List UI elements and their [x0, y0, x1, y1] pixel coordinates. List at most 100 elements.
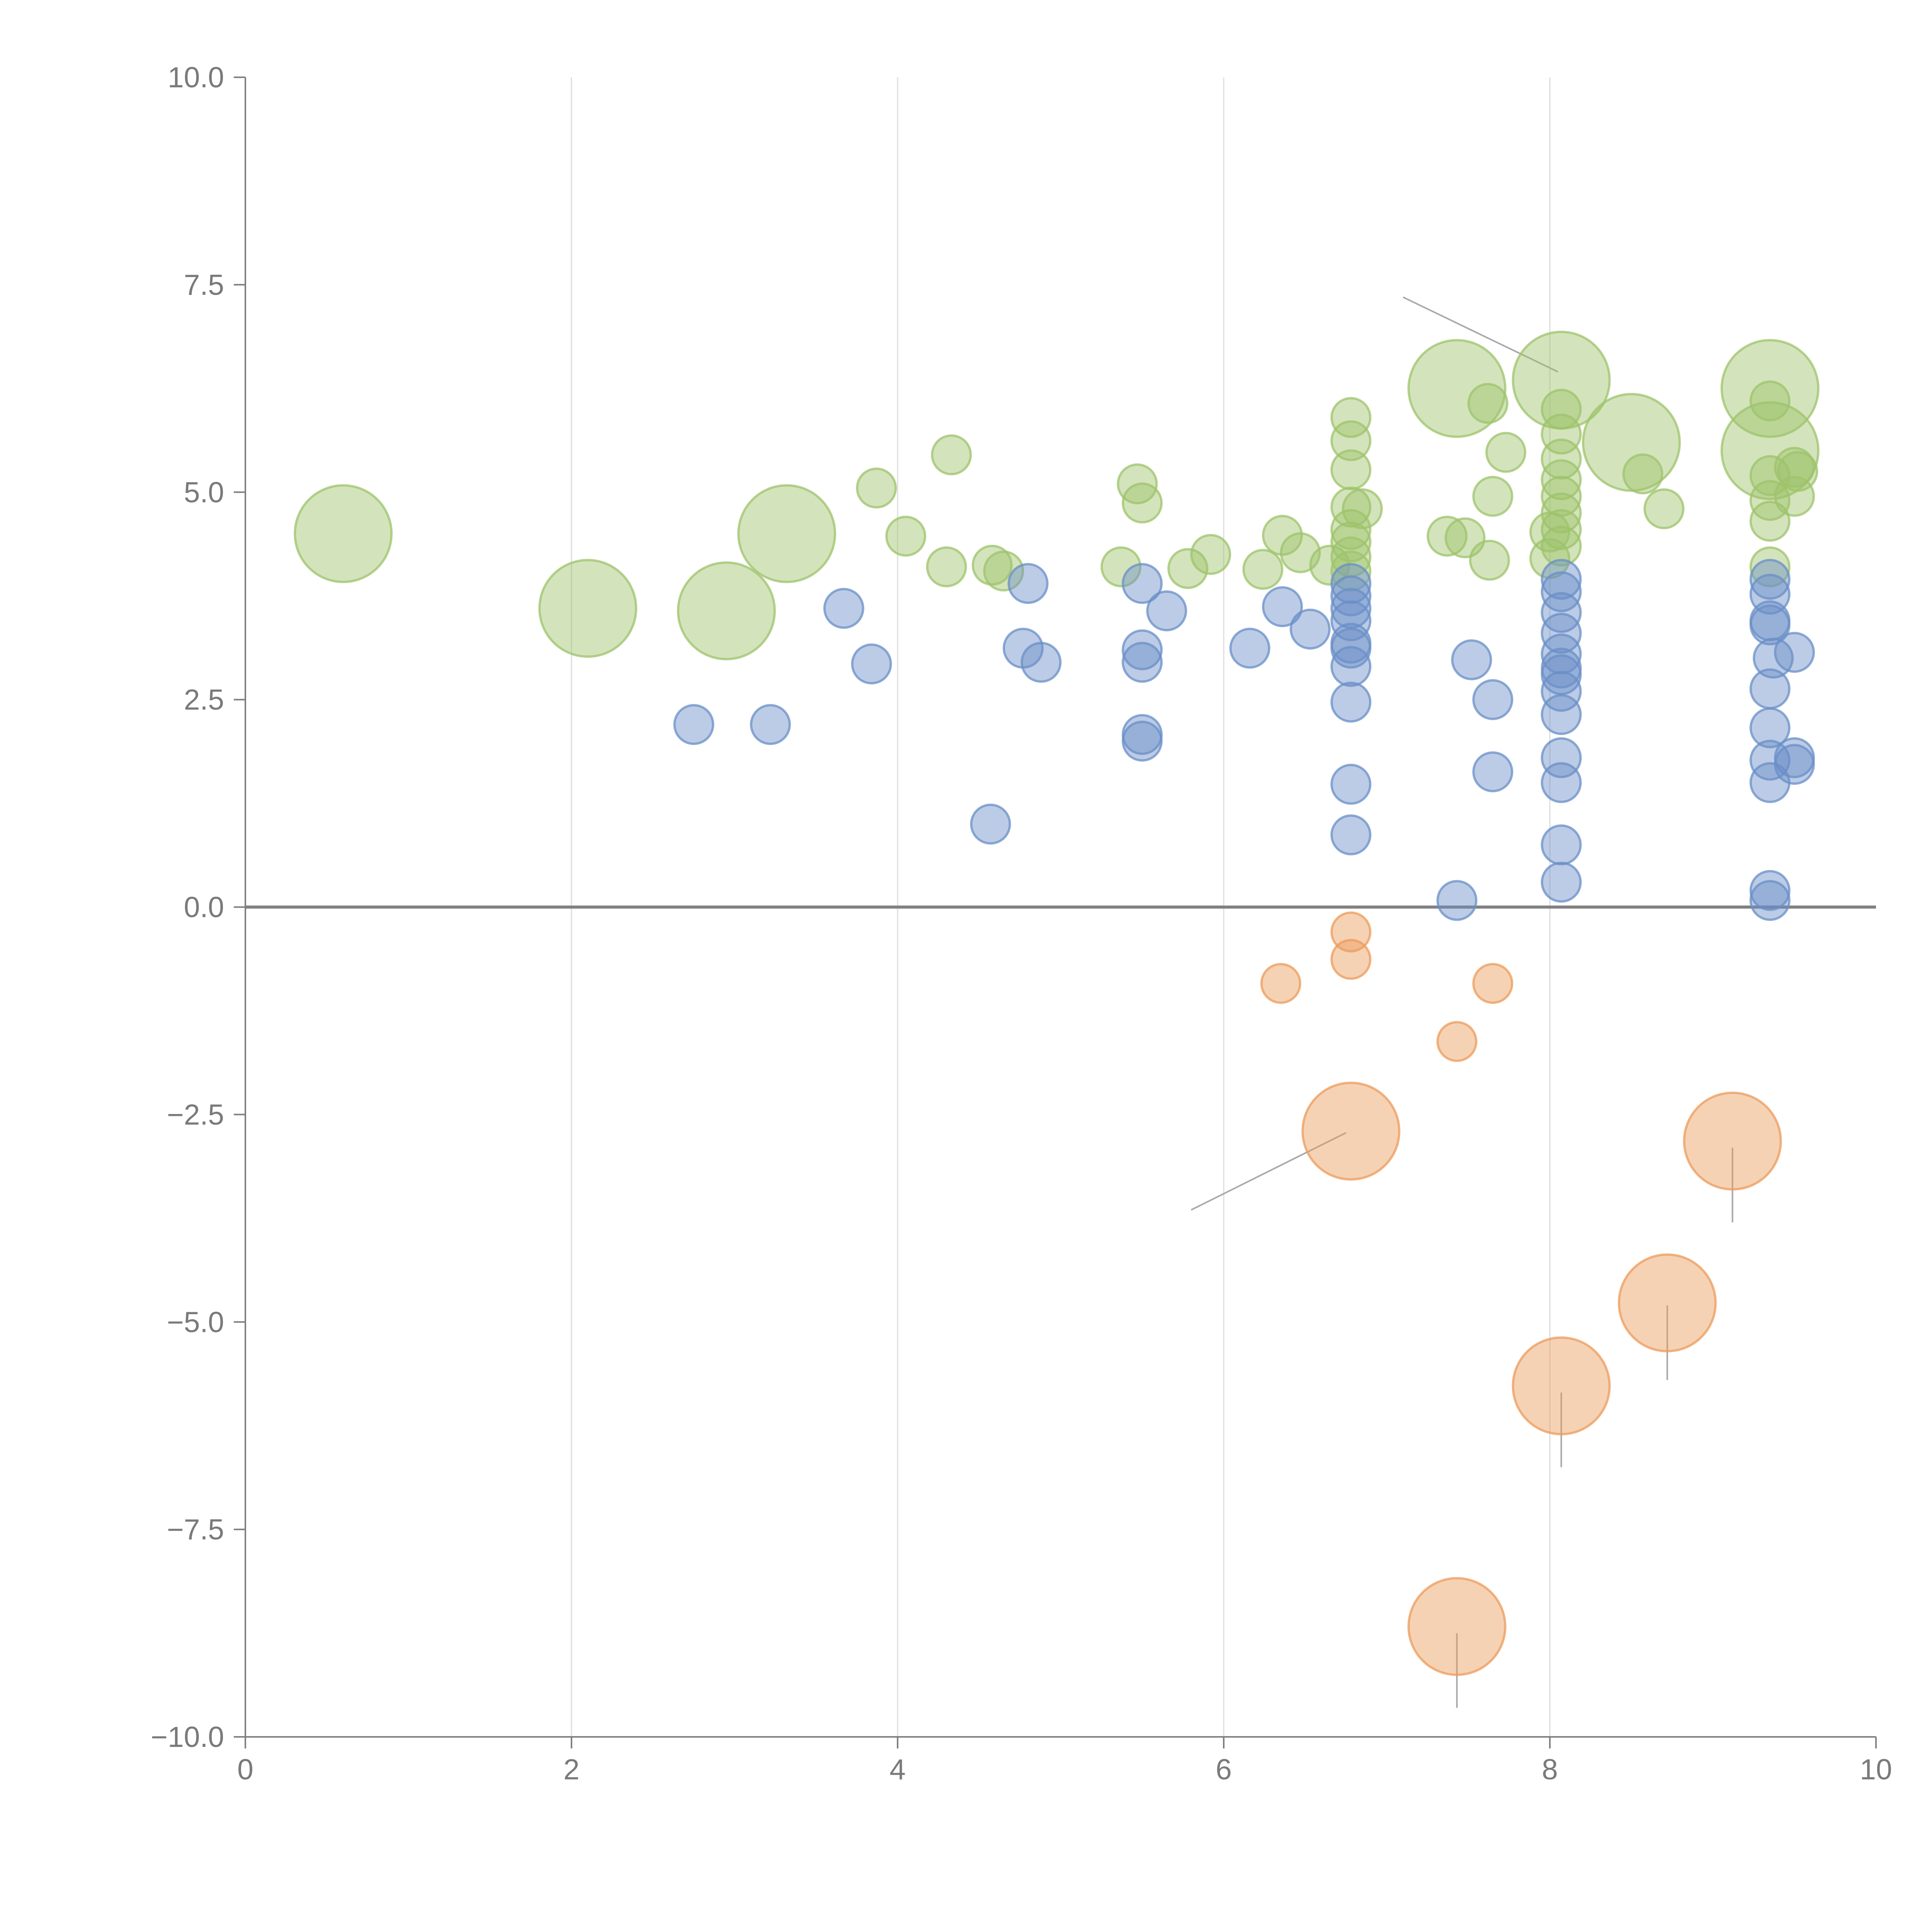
y-tick-label: 0.0	[184, 891, 224, 923]
data-point-blue	[1541, 824, 1582, 866]
data-point-blue	[1541, 612, 1582, 654]
data-point-blue	[1330, 563, 1372, 604]
data-point-orange	[1330, 939, 1372, 980]
data-point-green	[1167, 548, 1209, 589]
y-tick-label: −7.5	[167, 1513, 224, 1546]
data-point-blue	[1122, 629, 1163, 670]
data-point-green	[1122, 482, 1163, 524]
data-point-blue	[673, 704, 714, 745]
data-point-blue	[1541, 592, 1582, 633]
data-point-green	[1541, 492, 1582, 534]
data-point-green	[1469, 539, 1510, 581]
data-point-blue	[1541, 862, 1582, 903]
data-point-green	[1622, 453, 1663, 495]
data-point-blue	[851, 643, 892, 685]
data-point-blue	[1330, 814, 1372, 855]
y-tick-label: 2.5	[184, 684, 224, 716]
data-point-orange	[1512, 1336, 1611, 1435]
data-point-green	[1467, 383, 1509, 424]
x-axis-ticks: 0 2 4 6 8 10	[237, 1737, 1892, 1786]
data-point-blue	[1541, 654, 1582, 696]
data-point-blue	[1774, 632, 1815, 673]
data-point-orange	[1407, 1577, 1507, 1676]
data-point-blue	[1330, 764, 1372, 805]
data-point-green	[538, 559, 638, 658]
data-point-green	[1541, 526, 1582, 567]
data-point-green	[677, 561, 776, 660]
data-point-orange	[1260, 963, 1301, 1004]
data-point-blue	[1749, 559, 1791, 600]
data-point-blue	[1330, 588, 1372, 629]
data-point-blue	[1122, 641, 1163, 683]
data-point-orange	[1301, 1082, 1401, 1181]
data-point-blue	[1541, 633, 1582, 675]
data-point-blue	[1122, 721, 1163, 762]
data-point-blue	[1749, 668, 1791, 709]
data-point-blue	[1289, 609, 1331, 650]
data-point-green	[1330, 420, 1372, 461]
data-point-green	[1330, 521, 1372, 563]
data-point-green	[1720, 339, 1820, 438]
data-point-green	[1485, 432, 1527, 473]
data-point-green	[1407, 339, 1507, 438]
data-point-green	[1242, 549, 1284, 590]
series-blue	[673, 559, 1815, 921]
data-point-blue	[1541, 671, 1582, 712]
data-point-green	[931, 434, 972, 476]
data-point-green	[1777, 451, 1818, 492]
annotation-leader-lines	[1190, 296, 1733, 1708]
data-point-blue	[1541, 762, 1582, 803]
data-point-green	[971, 544, 1013, 586]
data-point-green	[1472, 476, 1514, 517]
x-tick-label: 10	[1860, 1753, 1892, 1786]
data-point-orange	[1472, 963, 1514, 1004]
y-tick-label: 5.0	[184, 476, 224, 509]
data-point-blue	[1122, 563, 1163, 604]
y-tick-label: 7.5	[184, 269, 224, 301]
data-point-green	[1541, 459, 1582, 500]
data-point-green	[1330, 449, 1372, 490]
y-axis-ticks: −10.0 −7.5 −5.0 −2.5 0.0 2.5 5.0 7.5 10.0	[151, 61, 245, 1753]
data-point-blue	[1146, 590, 1187, 631]
data-point-green	[1529, 511, 1570, 553]
data-point-green	[1541, 413, 1582, 455]
data-point-blue	[1774, 744, 1815, 785]
data-point-blue	[823, 588, 864, 629]
data-point-green	[1190, 534, 1231, 575]
leader-line	[1403, 296, 1558, 373]
data-point-green	[856, 468, 897, 509]
data-point-green	[983, 550, 1024, 592]
y-tick-label: −10.0	[151, 1721, 224, 1753]
data-point-blue	[1330, 575, 1372, 617]
data-point-green	[1643, 488, 1685, 529]
data-point-blue	[1541, 571, 1582, 612]
data-point-blue	[1436, 880, 1478, 921]
data-point-green	[1541, 389, 1582, 430]
data-point-green	[926, 546, 967, 588]
data-point-blue	[1262, 586, 1303, 628]
series-green	[294, 330, 1820, 660]
data-point-blue	[750, 704, 791, 745]
data-point-green	[1262, 515, 1303, 556]
data-point-blue	[1451, 639, 1492, 680]
data-point-orange	[1683, 1092, 1782, 1191]
data-point-blue	[1541, 737, 1582, 778]
data-point-green	[737, 484, 837, 583]
y-tick-label: −5.0	[167, 1306, 224, 1338]
series-orange	[1260, 911, 1782, 1676]
leader-line	[1190, 1132, 1347, 1211]
data-point-blue	[1330, 646, 1372, 687]
x-tick-label: 4	[889, 1753, 906, 1786]
data-point-green	[1749, 500, 1791, 542]
data-point-green	[1541, 438, 1582, 480]
data-point-blue	[1749, 604, 1791, 646]
data-point-orange	[1617, 1253, 1717, 1352]
data-point-green	[294, 484, 393, 583]
data-point-blue	[1749, 880, 1791, 921]
y-tick-label: −2.5	[167, 1098, 224, 1131]
data-point-blue	[1007, 563, 1049, 604]
x-tick-label: 2	[563, 1753, 580, 1786]
data-point-blue	[970, 803, 1011, 845]
data-point-green	[1720, 401, 1820, 500]
